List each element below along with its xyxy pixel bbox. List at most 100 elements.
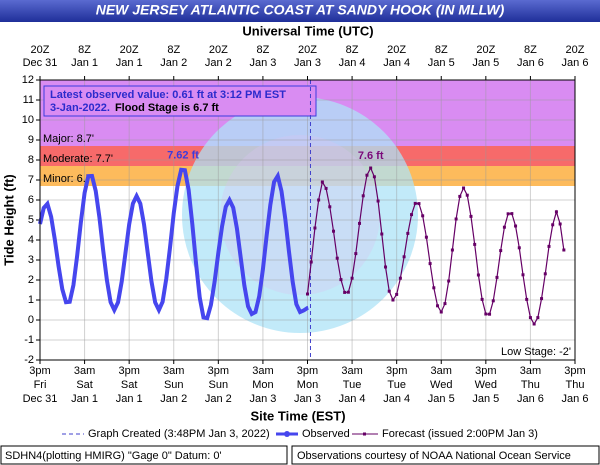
forecast-marker bbox=[313, 226, 317, 230]
forecast-marker bbox=[450, 248, 454, 252]
forecast-marker bbox=[521, 273, 525, 277]
forecast-marker bbox=[484, 312, 488, 316]
forecast-marker bbox=[562, 248, 566, 252]
forecast-marker bbox=[306, 292, 309, 296]
y-tick-label: 11 bbox=[23, 94, 34, 106]
flood-label: Major: 8.7' bbox=[43, 133, 94, 145]
x-axis-title: Site Time (EST) bbox=[250, 408, 345, 423]
x-tick-label: 3am bbox=[74, 365, 95, 377]
forecast-marker bbox=[417, 202, 421, 206]
forecast-marker bbox=[443, 302, 447, 306]
x-tick-label: Jan 3 bbox=[249, 393, 276, 405]
y-tick-label: 6 bbox=[28, 194, 34, 206]
forecast-marker bbox=[528, 316, 532, 320]
x2-tick-label: Jan 5 bbox=[428, 57, 455, 69]
x-tick-label: Thu bbox=[566, 379, 585, 391]
forecast-marker bbox=[339, 278, 343, 282]
info-text: Latest observed value: 0.61 ft at 3:12 P… bbox=[50, 89, 286, 101]
x2-tick-label: 8Z bbox=[524, 44, 537, 56]
x2-tick-label: Jan 4 bbox=[339, 57, 366, 69]
info-text-part: 3-Jan-2022. bbox=[50, 102, 110, 114]
y-tick-label: 7 bbox=[28, 174, 34, 186]
forecast-marker bbox=[499, 249, 503, 253]
y-tick-label: 4 bbox=[28, 234, 34, 246]
y-tick-label: 2 bbox=[28, 274, 34, 286]
forecast-marker bbox=[506, 212, 510, 216]
legend-label: Graph Created (3:48PM Jan 3, 2022) bbox=[88, 428, 270, 440]
x2-tick-label: Jan 3 bbox=[294, 57, 321, 69]
forecast-marker bbox=[447, 279, 451, 283]
x2-tick-label: 20Z bbox=[476, 44, 495, 56]
x-tick-label: Jan 2 bbox=[205, 393, 232, 405]
x2-tick-label: Dec 31 bbox=[23, 57, 58, 69]
x-tick-label: Tue bbox=[343, 379, 362, 391]
forecast-marker bbox=[332, 229, 336, 233]
forecast-marker bbox=[543, 272, 547, 276]
x2-tick-label: Jan 1 bbox=[116, 57, 143, 69]
x-tick-label: Thu bbox=[521, 379, 540, 391]
forecast-marker bbox=[398, 276, 402, 280]
x-tick-label: Jan 4 bbox=[339, 393, 366, 405]
forecast-line bbox=[306, 166, 565, 326]
footer-right: Observations courtesy of NOAA National O… bbox=[297, 450, 571, 462]
forecast-marker bbox=[517, 246, 521, 250]
x-tick-label: Dec 31 bbox=[23, 393, 58, 405]
forecast-marker bbox=[436, 304, 440, 308]
y-tick-label: 5 bbox=[28, 214, 34, 226]
x-tick-label: Jan 4 bbox=[383, 393, 410, 405]
info-text: 3-Jan-2022. Flood Stage is 6.7 ft bbox=[50, 102, 219, 114]
x-tick-label: 3pm bbox=[29, 365, 50, 377]
forecast-marker bbox=[343, 290, 347, 294]
x2-tick-label: Jan 3 bbox=[249, 57, 276, 69]
peak-label: 7.62 ft bbox=[167, 150, 199, 162]
x-tick-label: Jan 3 bbox=[294, 393, 321, 405]
x-tick-label: Sun bbox=[209, 379, 229, 391]
forecast-marker bbox=[424, 235, 428, 239]
x-tick-label: 3pm bbox=[297, 365, 318, 377]
y-axis-title: Tide Height (ft) bbox=[1, 174, 16, 265]
forecast-marker bbox=[387, 289, 391, 293]
forecast-marker bbox=[317, 198, 321, 202]
watermark bbox=[220, 135, 380, 295]
x2-tick-label: 8Z bbox=[78, 44, 91, 56]
x2-tick-label: 8Z bbox=[435, 44, 448, 56]
x-tick-label: Jan 6 bbox=[562, 393, 589, 405]
x-tick-label: Jan 1 bbox=[116, 393, 143, 405]
forecast-marker bbox=[510, 212, 514, 216]
forecast-marker bbox=[376, 199, 380, 203]
y-tick-label: 9 bbox=[28, 134, 34, 146]
x2-tick-label: Jan 1 bbox=[71, 57, 98, 69]
forecast-marker bbox=[428, 262, 432, 266]
y-tick-label: -1 bbox=[24, 334, 34, 346]
info-text-part: Flood Stage is 6.7 ft bbox=[115, 102, 219, 114]
x-tick-label: 3am bbox=[252, 365, 273, 377]
x2-tick-label: 8Z bbox=[167, 44, 180, 56]
forecast-marker bbox=[384, 265, 388, 269]
x-tick-label: Tue bbox=[387, 379, 406, 391]
forecast-marker bbox=[402, 255, 406, 259]
x-tick-label: 3am bbox=[341, 365, 362, 377]
x-tick-label: 3am bbox=[431, 365, 452, 377]
forecast-marker bbox=[495, 275, 499, 279]
x-tick-label: 3am bbox=[163, 365, 184, 377]
x-tick-label: Jan 5 bbox=[472, 393, 499, 405]
forecast-marker bbox=[335, 256, 339, 260]
forecast-marker bbox=[432, 286, 436, 290]
x-tick-label: Jan 1 bbox=[71, 393, 98, 405]
forecast-marker bbox=[480, 297, 484, 301]
forecast-marker bbox=[406, 231, 410, 235]
forecast-marker bbox=[365, 173, 369, 177]
forecast-marker bbox=[391, 298, 395, 302]
legend-label: Observed bbox=[302, 428, 350, 440]
forecast-marker bbox=[540, 297, 544, 301]
forecast-marker bbox=[547, 244, 551, 248]
y-tick-label: 1 bbox=[28, 294, 34, 306]
forecast-marker bbox=[395, 292, 399, 296]
footer-box bbox=[0, 445, 288, 465]
forecast-marker bbox=[372, 175, 376, 179]
x2-tick-label: 8Z bbox=[256, 44, 269, 56]
flood-label: Moderate: 7.7' bbox=[43, 153, 113, 165]
y-tick-label: 8 bbox=[28, 154, 34, 166]
x2-tick-label: Jan 5 bbox=[472, 57, 499, 69]
